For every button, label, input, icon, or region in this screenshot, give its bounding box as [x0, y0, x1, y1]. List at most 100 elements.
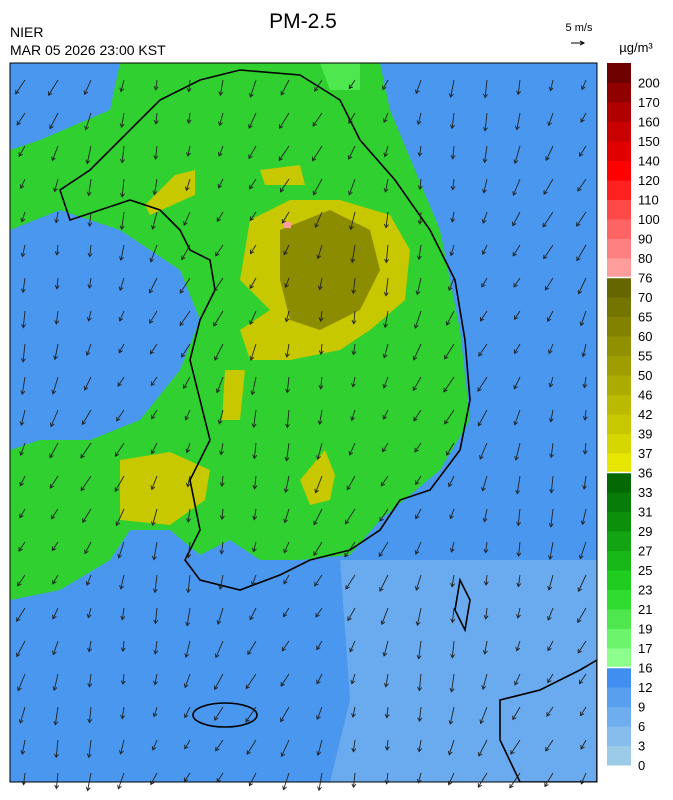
- wind-arrow: [417, 739, 422, 753]
- wind-arrow: [87, 673, 93, 688]
- wind-arrow: [450, 211, 456, 223]
- wind-arrow: [218, 112, 224, 127]
- wind-arrow: [450, 112, 455, 130]
- colorbar-swatch: [607, 394, 631, 415]
- wind-arrow: [382, 343, 389, 359]
- wind-arrow: [279, 178, 290, 193]
- wind-arrow: [313, 508, 323, 526]
- wind-arrows: [15, 79, 588, 792]
- wind-arrow: [245, 673, 257, 690]
- pm-zone-high: [145, 170, 195, 215]
- wind-arrow: [344, 508, 356, 525]
- wind-arrow: [249, 310, 257, 326]
- colorbar-label: 55: [638, 349, 652, 364]
- colorbar-label: 70: [638, 290, 652, 305]
- wind-arrow: [549, 442, 555, 459]
- wind-arrow: [582, 376, 588, 389]
- colorbar-unit: µg/m³: [619, 40, 653, 55]
- colorbar-swatch: [607, 687, 631, 707]
- wind-arrow: [85, 343, 92, 356]
- wind-arrow: [546, 706, 554, 717]
- wind-arrow: [348, 442, 356, 456]
- wind-arrow: [181, 343, 191, 358]
- wind-arrow: [449, 508, 455, 520]
- wind-arrow: [577, 574, 587, 593]
- timestamp: MAR 05 2026 23:00 KST: [10, 42, 166, 58]
- wind-arrow: [249, 244, 257, 255]
- wind-arrow: [516, 508, 521, 527]
- colorbar-swatch: [607, 609, 631, 629]
- wind-arrow: [350, 244, 356, 264]
- colorbar-swatch: [607, 726, 631, 746]
- wind-arrow: [49, 112, 59, 130]
- wind-arrow: [250, 376, 257, 396]
- wind-arrow: [51, 541, 59, 552]
- wind-arrow: [52, 574, 59, 585]
- wind-arrow: [581, 79, 587, 91]
- wind-arrow: [545, 739, 554, 752]
- wind-arrow: [149, 310, 158, 324]
- wind-arrow: [86, 607, 92, 619]
- wind-arrow: [50, 508, 59, 520]
- wind-arrow: [150, 442, 158, 455]
- wind-arrow: [477, 409, 488, 427]
- wind-arrow: [317, 277, 323, 291]
- wind-arrow: [483, 541, 489, 554]
- wind-arrow: [283, 574, 290, 585]
- wind-arrow: [477, 772, 488, 788]
- wind-arrow: [80, 475, 92, 492]
- colorbar-label: 170: [638, 95, 660, 110]
- wind-arrow: [217, 145, 224, 157]
- wind-arrow: [52, 673, 59, 692]
- wind-arrow: [516, 607, 521, 619]
- source: NIER: [10, 24, 43, 40]
- wind-arrow: [347, 145, 356, 160]
- wind-arrow: [285, 409, 290, 429]
- wind-arrow: [515, 640, 521, 652]
- wind-arrow: [219, 442, 224, 456]
- wind-arrow: [218, 574, 224, 590]
- wind-arrow: [54, 244, 60, 256]
- colorbar-label: 39: [638, 427, 652, 442]
- wind-arrow: [312, 178, 323, 196]
- colorbar-swatch: [607, 589, 631, 610]
- wind-arrow: [383, 112, 389, 124]
- colorbar-label: 17: [638, 641, 652, 656]
- wind-arrow: [278, 145, 290, 162]
- wind-arrow: [87, 211, 93, 228]
- wind-arrow: [181, 244, 191, 261]
- wind-arrow: [544, 277, 554, 291]
- colorbar-label: 16: [638, 661, 652, 676]
- wind-arrow: [152, 706, 158, 718]
- wind-arrow: [580, 112, 587, 123]
- colorbar-swatch: [607, 355, 631, 376]
- wind-arrow: [446, 442, 455, 456]
- wind-arrow: [382, 442, 389, 453]
- colorbar-label: 100: [638, 212, 660, 227]
- wind-arrow: [83, 376, 92, 391]
- wind-arrow: [247, 640, 257, 656]
- wind-arrow: [314, 79, 323, 92]
- wind-arrow: [450, 145, 456, 160]
- colorbar-label: 160: [638, 115, 660, 130]
- wind-arrow: [279, 112, 290, 130]
- wind-arrow: [119, 574, 125, 590]
- wind-arrow: [283, 508, 290, 524]
- wind-arrow: [20, 211, 26, 223]
- wind-arrow: [280, 673, 290, 687]
- wind-arrow: [415, 79, 422, 95]
- wind-arrow: [515, 112, 521, 131]
- colorbar-label: 31: [638, 505, 652, 520]
- wind-arrow: [448, 79, 455, 98]
- wind-arrow: [316, 640, 323, 651]
- wind-arrow: [417, 211, 423, 225]
- wind-arrow: [151, 739, 158, 751]
- colorbar-label: 110: [638, 193, 659, 208]
- wind-arrow: [380, 475, 389, 487]
- wind-arrow: [52, 640, 59, 656]
- wind-arrow: [542, 211, 554, 228]
- wind-arrow: [185, 178, 191, 192]
- colorbar-swatch: [607, 453, 631, 473]
- wind-arrow: [120, 145, 125, 164]
- wind-arrow: [316, 442, 323, 461]
